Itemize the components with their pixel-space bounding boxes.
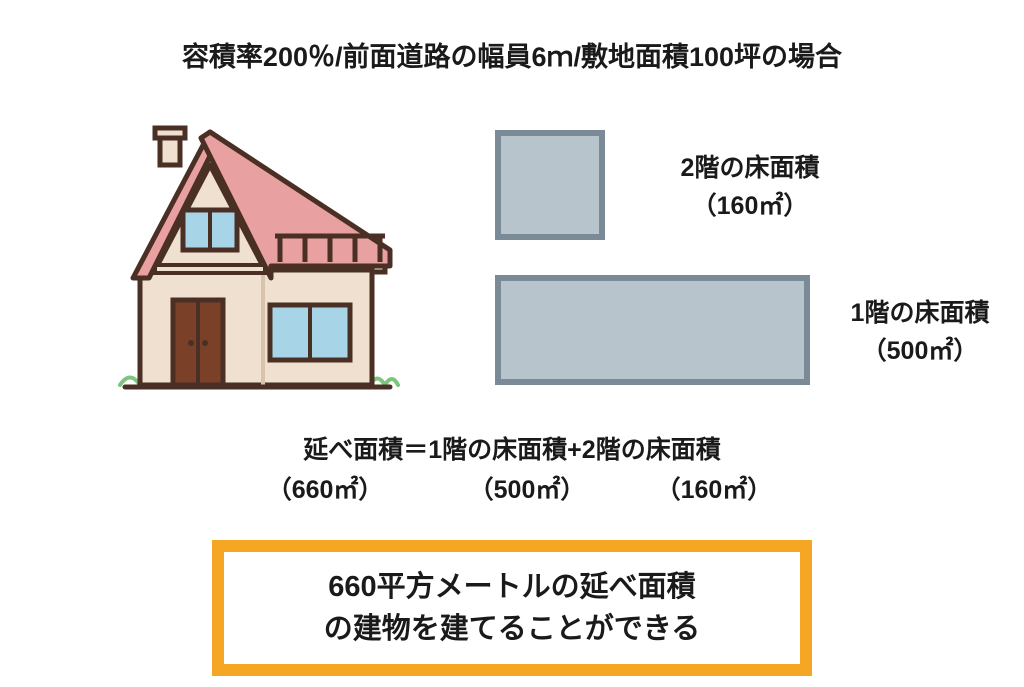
formula-values: （660㎡） （500㎡） （160㎡） [0,470,1024,510]
formula-equation: 延べ面積＝1階の床面積+2階の床面積 [0,430,1024,470]
floor-1-label: 1階の床面積 （500㎡） [820,295,1020,370]
formula-f2: （160㎡） [629,470,799,510]
result-line1: 660平方メートルの延べ面積 [328,571,695,603]
floor-2-label: 2階の床面積 （160㎡） [620,150,880,225]
result-box: 660平方メートルの延べ面積 の建物を建てることができる [212,540,812,676]
floor-1-box [495,275,810,385]
floor-2-area: （160㎡） [692,192,809,220]
main-title: 容積率200％/前面道路の幅員6ｍ/敷地面積100坪の場合 [0,35,1024,74]
house-illustration [115,110,400,400]
formula-total: （660㎡） [225,470,425,510]
floor-2-name: 2階の床面積 [681,154,820,182]
floor-1-name: 1階の床面積 [851,299,990,327]
floor-2-box [495,130,605,240]
floor-1-area: （500㎡） [862,337,979,365]
formula-f1: （500㎡） [432,470,622,510]
result-line2: の建物を建てることができる [324,613,700,645]
